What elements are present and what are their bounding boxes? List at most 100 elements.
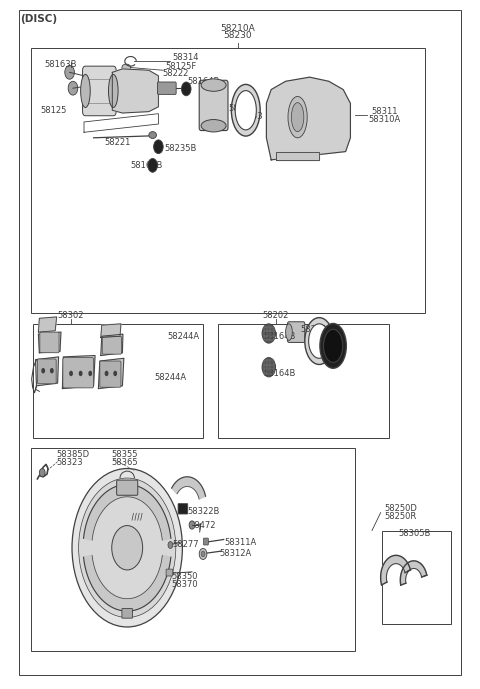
Polygon shape [101, 334, 123, 356]
Polygon shape [38, 317, 57, 332]
Polygon shape [381, 555, 410, 585]
Circle shape [79, 478, 176, 617]
Text: 58350: 58350 [171, 572, 197, 582]
Text: 58311: 58311 [372, 107, 398, 116]
Polygon shape [84, 555, 171, 611]
Text: 58210A: 58210A [220, 24, 255, 34]
Text: 58202: 58202 [263, 311, 288, 320]
FancyBboxPatch shape [102, 336, 121, 354]
Circle shape [262, 324, 276, 343]
Ellipse shape [235, 91, 256, 130]
Ellipse shape [108, 74, 118, 107]
Polygon shape [101, 324, 121, 338]
Text: 58230: 58230 [223, 31, 252, 41]
Text: 58385D: 58385D [57, 450, 90, 460]
Text: 58233: 58233 [317, 335, 343, 344]
Text: 58244A: 58244A [155, 373, 187, 382]
Circle shape [189, 521, 195, 529]
Text: 58305B: 58305B [398, 529, 431, 539]
Text: (DISC): (DISC) [20, 14, 57, 24]
Circle shape [262, 358, 276, 377]
Text: 58250R: 58250R [384, 511, 416, 521]
Circle shape [79, 371, 83, 376]
Bar [382, 531, 451, 624]
Text: 58370: 58370 [171, 579, 197, 589]
Polygon shape [62, 356, 95, 389]
Text: 58163B: 58163B [44, 59, 77, 69]
FancyBboxPatch shape [204, 538, 208, 545]
FancyBboxPatch shape [122, 608, 132, 618]
Text: 58312A: 58312A [219, 549, 251, 559]
Circle shape [88, 371, 92, 376]
FancyBboxPatch shape [199, 81, 228, 131]
FancyBboxPatch shape [288, 322, 305, 342]
Text: 58164B: 58164B [263, 369, 295, 378]
Text: 58244A: 58244A [167, 331, 199, 341]
Text: 58311A: 58311A [225, 538, 257, 548]
Text: 58314: 58314 [173, 53, 199, 63]
Polygon shape [38, 332, 61, 353]
Text: 58322B: 58322B [187, 506, 219, 516]
Bar [33, 324, 203, 438]
Text: 58233: 58233 [236, 112, 263, 121]
FancyBboxPatch shape [157, 82, 176, 94]
Circle shape [168, 542, 173, 548]
Text: 58250D: 58250D [384, 504, 417, 513]
FancyBboxPatch shape [178, 504, 188, 514]
Text: 58472: 58472 [189, 521, 216, 531]
Ellipse shape [201, 119, 226, 132]
Bar [31, 48, 425, 313]
Text: 58222: 58222 [162, 69, 189, 79]
Polygon shape [400, 561, 427, 585]
FancyBboxPatch shape [63, 358, 94, 388]
Polygon shape [84, 484, 171, 540]
Circle shape [69, 371, 73, 376]
Circle shape [105, 371, 108, 376]
Ellipse shape [201, 79, 226, 92]
Text: 58164B: 58164B [263, 332, 295, 342]
Text: 58235B: 58235B [164, 144, 196, 154]
Ellipse shape [288, 96, 307, 138]
Polygon shape [98, 358, 124, 389]
Ellipse shape [286, 324, 292, 340]
Text: 58277: 58277 [173, 539, 199, 549]
Bar [31, 448, 355, 651]
Circle shape [68, 81, 78, 95]
FancyBboxPatch shape [117, 480, 138, 495]
FancyBboxPatch shape [37, 359, 56, 384]
Ellipse shape [122, 64, 131, 71]
Text: 58221: 58221 [105, 138, 131, 147]
Polygon shape [266, 77, 350, 160]
Circle shape [41, 368, 45, 373]
Text: 58323: 58323 [57, 457, 83, 467]
Circle shape [201, 551, 205, 557]
Polygon shape [36, 357, 59, 386]
FancyBboxPatch shape [100, 361, 121, 387]
Text: 58232: 58232 [228, 104, 255, 114]
Circle shape [72, 469, 182, 627]
Text: 58302: 58302 [58, 311, 84, 320]
Circle shape [113, 371, 117, 376]
Text: 58125: 58125 [41, 105, 67, 115]
Ellipse shape [291, 103, 304, 132]
Text: 58232: 58232 [300, 325, 326, 334]
Text: 58125F: 58125F [166, 61, 197, 71]
Ellipse shape [305, 318, 334, 364]
Ellipse shape [231, 85, 260, 136]
Circle shape [181, 82, 191, 96]
FancyBboxPatch shape [40, 332, 59, 353]
Bar [218, 324, 389, 438]
FancyBboxPatch shape [83, 66, 116, 116]
Text: 58164B: 58164B [131, 161, 163, 170]
Text: 58355: 58355 [111, 450, 138, 460]
Text: 58310A: 58310A [368, 114, 400, 124]
Circle shape [154, 140, 163, 154]
Polygon shape [172, 477, 205, 499]
Ellipse shape [324, 329, 343, 362]
Circle shape [50, 368, 54, 373]
Polygon shape [276, 152, 319, 160]
Circle shape [112, 526, 143, 570]
Ellipse shape [309, 324, 330, 358]
Text: 58365: 58365 [111, 457, 138, 467]
Ellipse shape [81, 74, 90, 107]
